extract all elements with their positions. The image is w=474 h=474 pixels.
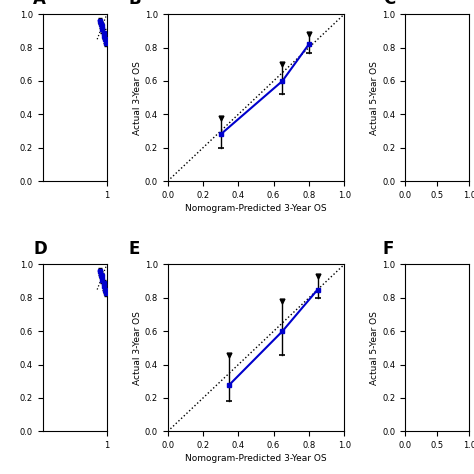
Text: C: C [383,0,395,8]
Y-axis label: Actual 5-Year OS: Actual 5-Year OS [370,61,379,135]
X-axis label: Nomogram-Predicted 3-Year OS: Nomogram-Predicted 3-Year OS [185,454,327,463]
Text: D: D [33,240,47,258]
Text: B: B [129,0,142,8]
Text: A: A [33,0,46,8]
Y-axis label: Actual 5-Year OS: Actual 5-Year OS [370,311,379,385]
Text: E: E [129,240,140,258]
X-axis label: Nomogram-Predicted 3-Year OS: Nomogram-Predicted 3-Year OS [185,204,327,213]
Text: F: F [383,240,394,258]
Y-axis label: Actual 3-Year OS: Actual 3-Year OS [133,61,142,135]
Y-axis label: Actual 3-Year OS: Actual 3-Year OS [133,311,142,385]
